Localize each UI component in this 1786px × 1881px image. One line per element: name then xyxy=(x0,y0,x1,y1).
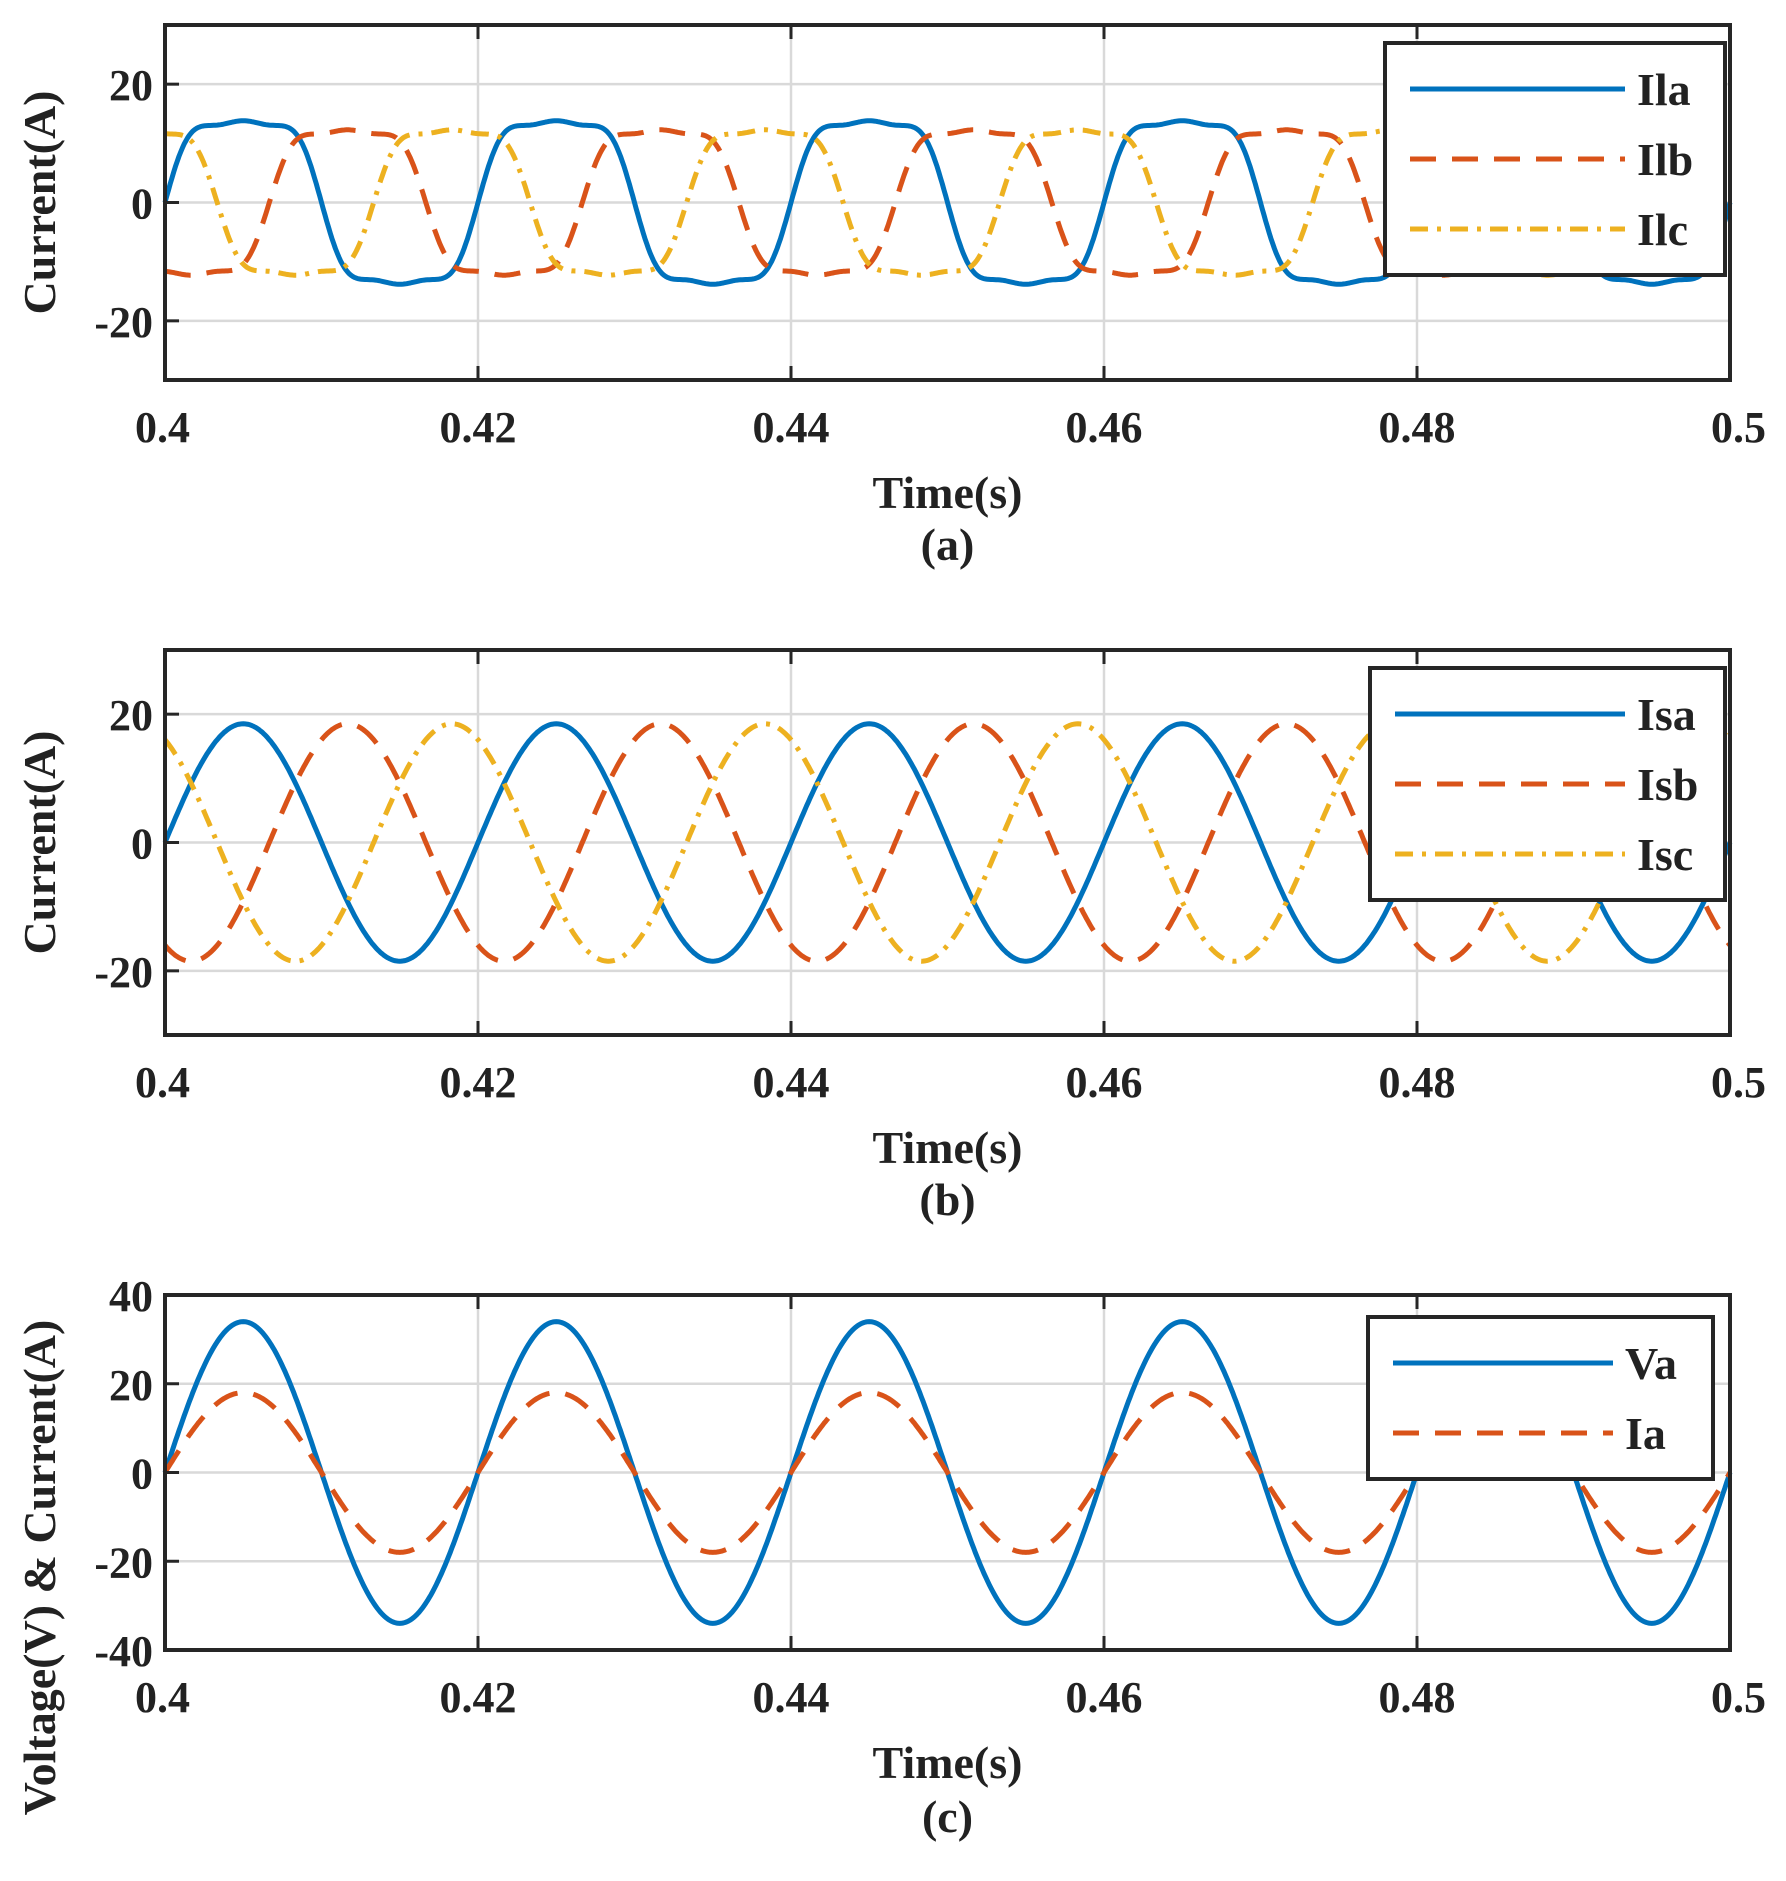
y-tick-label: 20 xyxy=(109,61,153,110)
x-tick-label: 0.48 xyxy=(1379,403,1456,452)
chart-panel-a: 0.4 0.42 0.44 0.46 0.48 0.5 20 0 -20 Time(s) Curre… xyxy=(14,23,1766,570)
legend: Ila Ilb Ilc xyxy=(1383,41,1727,277)
legend: Isa Isb Isc xyxy=(1368,666,1727,902)
x-tick-label: 0.44 xyxy=(753,1058,830,1107)
y-tick-label: -20 xyxy=(94,298,153,347)
legend-label-ilb: Ilb xyxy=(1637,134,1693,185)
x-tick-label: 0.4 xyxy=(135,403,190,452)
x-tick-label: 0.46 xyxy=(1066,1058,1143,1107)
x-tick-label: 0.44 xyxy=(753,1673,830,1722)
x-tick-label: 0.5 xyxy=(1711,1058,1766,1107)
x-tick-label: 0.4 xyxy=(135,1673,190,1722)
chart-panel-b: 0.4 0.42 0.44 0.46 0.48 0.5 20 0 -20 Time(s) Curre… xyxy=(14,648,1766,1225)
y-tick-label: 20 xyxy=(109,691,153,740)
legend: Va Ia xyxy=(1366,1315,1715,1481)
y-tick-label: 20 xyxy=(109,1361,153,1410)
x-tick-label: 0.48 xyxy=(1379,1673,1456,1722)
x-tick-label: 0.48 xyxy=(1379,1058,1456,1107)
panel-caption: (b) xyxy=(919,1174,975,1225)
x-axis-label: Time(s) xyxy=(873,1737,1023,1788)
legend-label-isb: Isb xyxy=(1637,759,1698,810)
x-tick-label: 0.4 xyxy=(135,1058,190,1107)
x-tick-label: 0.42 xyxy=(440,1058,517,1107)
panel-caption: (c) xyxy=(922,1791,973,1842)
panel-caption: (a) xyxy=(921,519,975,570)
legend-label-isc: Isc xyxy=(1637,829,1693,880)
y-tick-label: 0 xyxy=(131,1450,153,1499)
x-axis-label: Time(s) xyxy=(873,467,1023,518)
x-tick-label: 0.5 xyxy=(1711,1673,1766,1722)
y-tick-label: 0 xyxy=(131,180,153,229)
legend-label-ilc: Ilc xyxy=(1637,204,1688,255)
y-tick-label: 40 xyxy=(109,1272,153,1321)
y-tick-label: -20 xyxy=(94,948,153,997)
y-axis-label: Current(A) xyxy=(14,731,65,955)
series-line-ilb xyxy=(164,127,1731,278)
legend-label-isa: Isa xyxy=(1637,689,1696,740)
x-tick-label: 0.44 xyxy=(753,403,830,452)
y-axis-label: Current(A) xyxy=(14,91,65,315)
y-tick-label: -20 xyxy=(94,1538,153,1587)
legend-label-ia: Ia xyxy=(1625,1408,1666,1459)
x-tick-label: 0.42 xyxy=(440,403,517,452)
y-tick-label: 0 xyxy=(131,820,153,869)
legend-box xyxy=(1368,666,1727,902)
y-axis-label: Voltage(V) & Current(A) xyxy=(14,1320,65,1816)
x-tick-label: 0.5 xyxy=(1711,403,1766,452)
legend-box xyxy=(1383,41,1727,277)
y-tick-label: -40 xyxy=(94,1627,153,1676)
x-tick-label: 0.42 xyxy=(440,1673,517,1722)
legend-box xyxy=(1366,1315,1715,1481)
legend-label-ila: Ila xyxy=(1637,64,1691,115)
chart-panel-c: 0.4 0.42 0.44 0.46 0.48 0.5 40 20 0 -20 -40 Time(s)… xyxy=(14,1272,1766,1842)
x-tick-label: 0.46 xyxy=(1066,403,1143,452)
series-line-isb xyxy=(163,721,1732,964)
x-tick-label: 0.46 xyxy=(1066,1673,1143,1722)
x-axis-label: Time(s) xyxy=(873,1122,1023,1173)
legend-label-va: Va xyxy=(1625,1338,1677,1389)
